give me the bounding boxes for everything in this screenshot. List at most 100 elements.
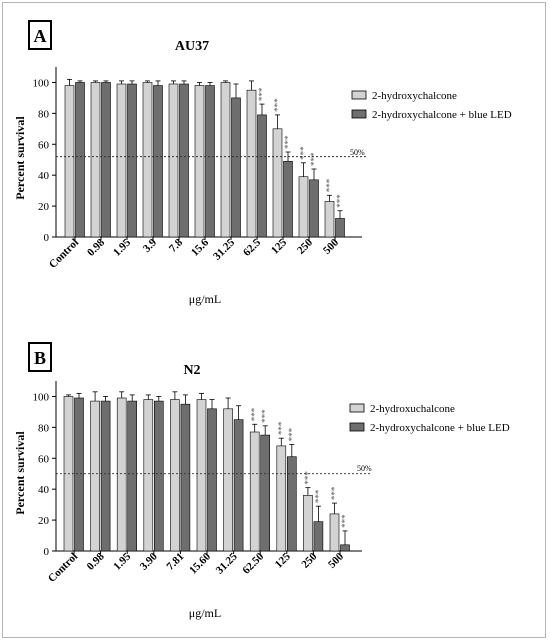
- panel-label: B: [34, 348, 46, 368]
- significance-mark: ***: [340, 514, 350, 528]
- panel-a: A AU37 Percent survival μg/mL 50% 2-hydr…: [13, 20, 512, 306]
- x-tick-label: 3.9: [141, 236, 160, 255]
- significance-mark: ***: [273, 98, 283, 112]
- x-tick-label: 250: [295, 236, 316, 257]
- bar: [116, 397, 127, 552]
- bar: [220, 82, 231, 238]
- bar: [303, 495, 313, 552]
- significance-mark: ***: [260, 409, 270, 423]
- y-tick-label: 80: [38, 108, 50, 120]
- bar: [324, 201, 335, 238]
- chart-title: AU37: [175, 39, 209, 54]
- bar: [101, 82, 111, 238]
- significance-mark: ***: [303, 471, 313, 485]
- significance-mark: ***: [287, 427, 297, 441]
- bar: [340, 544, 350, 552]
- bar: [194, 85, 205, 238]
- bar: [272, 128, 283, 238]
- y-tick-label: 100: [33, 77, 50, 89]
- bar: [154, 400, 164, 552]
- bar: [196, 399, 207, 552]
- x-axis-label: μg/mL: [189, 606, 221, 620]
- bar: [249, 431, 260, 552]
- bar: [313, 521, 324, 552]
- bar: [179, 83, 189, 238]
- bar: [153, 85, 163, 238]
- legend-label-series-1: 2-hydroxuchalcone: [370, 403, 455, 415]
- bar: [143, 399, 154, 552]
- bar: [116, 83, 127, 238]
- panel-label-box: [28, 20, 52, 50]
- significance-mark: ***: [250, 407, 260, 421]
- bar: [127, 83, 137, 238]
- bar: [100, 400, 111, 552]
- significance-mark: ***: [335, 194, 345, 208]
- bar: [276, 445, 287, 552]
- x-tick-label: 1.95: [111, 236, 133, 258]
- bar: [260, 434, 271, 552]
- legend-label-series-2: 2-hydroxychalcone + blue LED: [372, 109, 512, 121]
- bar: [246, 89, 257, 238]
- y-tick-label: 20: [38, 201, 50, 213]
- y-tick-label: 0: [44, 546, 50, 558]
- y-axis-label: Percent survival: [13, 116, 27, 200]
- y-tick-label: 0: [44, 232, 50, 244]
- significance-mark: ***: [309, 152, 319, 166]
- y-tick-label: 60: [38, 139, 50, 151]
- bar: [127, 400, 137, 552]
- bar: [90, 400, 100, 552]
- legend-swatch-series-2: [349, 422, 365, 432]
- significance-mark: ***: [276, 421, 286, 435]
- y-tick-label: 20: [38, 515, 50, 527]
- bar: [168, 83, 179, 238]
- legend-label-series-1: 2-hydroxychalcone: [372, 90, 457, 102]
- figure-frame: [2, 2, 546, 638]
- bar: [286, 456, 297, 552]
- bar: [329, 513, 340, 552]
- bar: [233, 419, 244, 552]
- bar: [142, 82, 153, 238]
- x-tick-label: 7.8: [167, 236, 186, 255]
- y-tick-label: 100: [33, 391, 50, 403]
- bar: [223, 408, 233, 552]
- legend-swatch-series-1: [349, 403, 365, 413]
- y-tick-label: 60: [38, 453, 50, 465]
- x-tick-label: 125: [269, 236, 290, 257]
- reference-line-label: 50%: [357, 464, 372, 473]
- x-axis-label: μg/mL: [189, 292, 221, 306]
- bar: [205, 85, 215, 238]
- bar: [231, 97, 241, 238]
- bar: [298, 176, 309, 238]
- bar: [257, 114, 267, 238]
- x-tick-label: 500: [321, 236, 342, 257]
- bar: [335, 218, 345, 238]
- x-tick-label: 125: [273, 550, 294, 571]
- bar: [74, 397, 84, 552]
- legend-swatch-series-2: [351, 109, 367, 119]
- x-tick-label: 15.6: [189, 236, 211, 258]
- x-tick-label: 500: [326, 550, 347, 571]
- significance-mark: ***: [325, 178, 335, 192]
- reference-line-label: 50%: [350, 148, 365, 157]
- x-tick-label: 62.5: [241, 236, 263, 258]
- bar: [180, 403, 191, 552]
- x-tick-label: Control: [46, 551, 80, 585]
- significance-mark: ***: [283, 135, 293, 149]
- bar: [170, 399, 180, 552]
- significance-mark: ***: [330, 486, 340, 500]
- x-tick-label: 0.98: [85, 236, 107, 258]
- panel-label-box: [28, 342, 52, 372]
- bar: [309, 179, 319, 238]
- y-axis-label: Percent survival: [13, 431, 27, 515]
- panel-b: B N2 Percent survival μg/mL 50% 2-hydrox…: [13, 342, 510, 620]
- legend-label-series-2: 2-hydroxychalcone + blue LED: [370, 422, 510, 434]
- x-tick-label: 250: [299, 550, 320, 571]
- x-tick-label: 31.25: [211, 236, 237, 262]
- x-tick-label: 62.50: [240, 550, 266, 576]
- x-tick-label: 7.81: [164, 551, 186, 573]
- bar: [90, 82, 101, 238]
- bar: [283, 160, 293, 238]
- y-tick-label: 40: [38, 484, 50, 496]
- x-tick-label: 31.25: [214, 550, 240, 576]
